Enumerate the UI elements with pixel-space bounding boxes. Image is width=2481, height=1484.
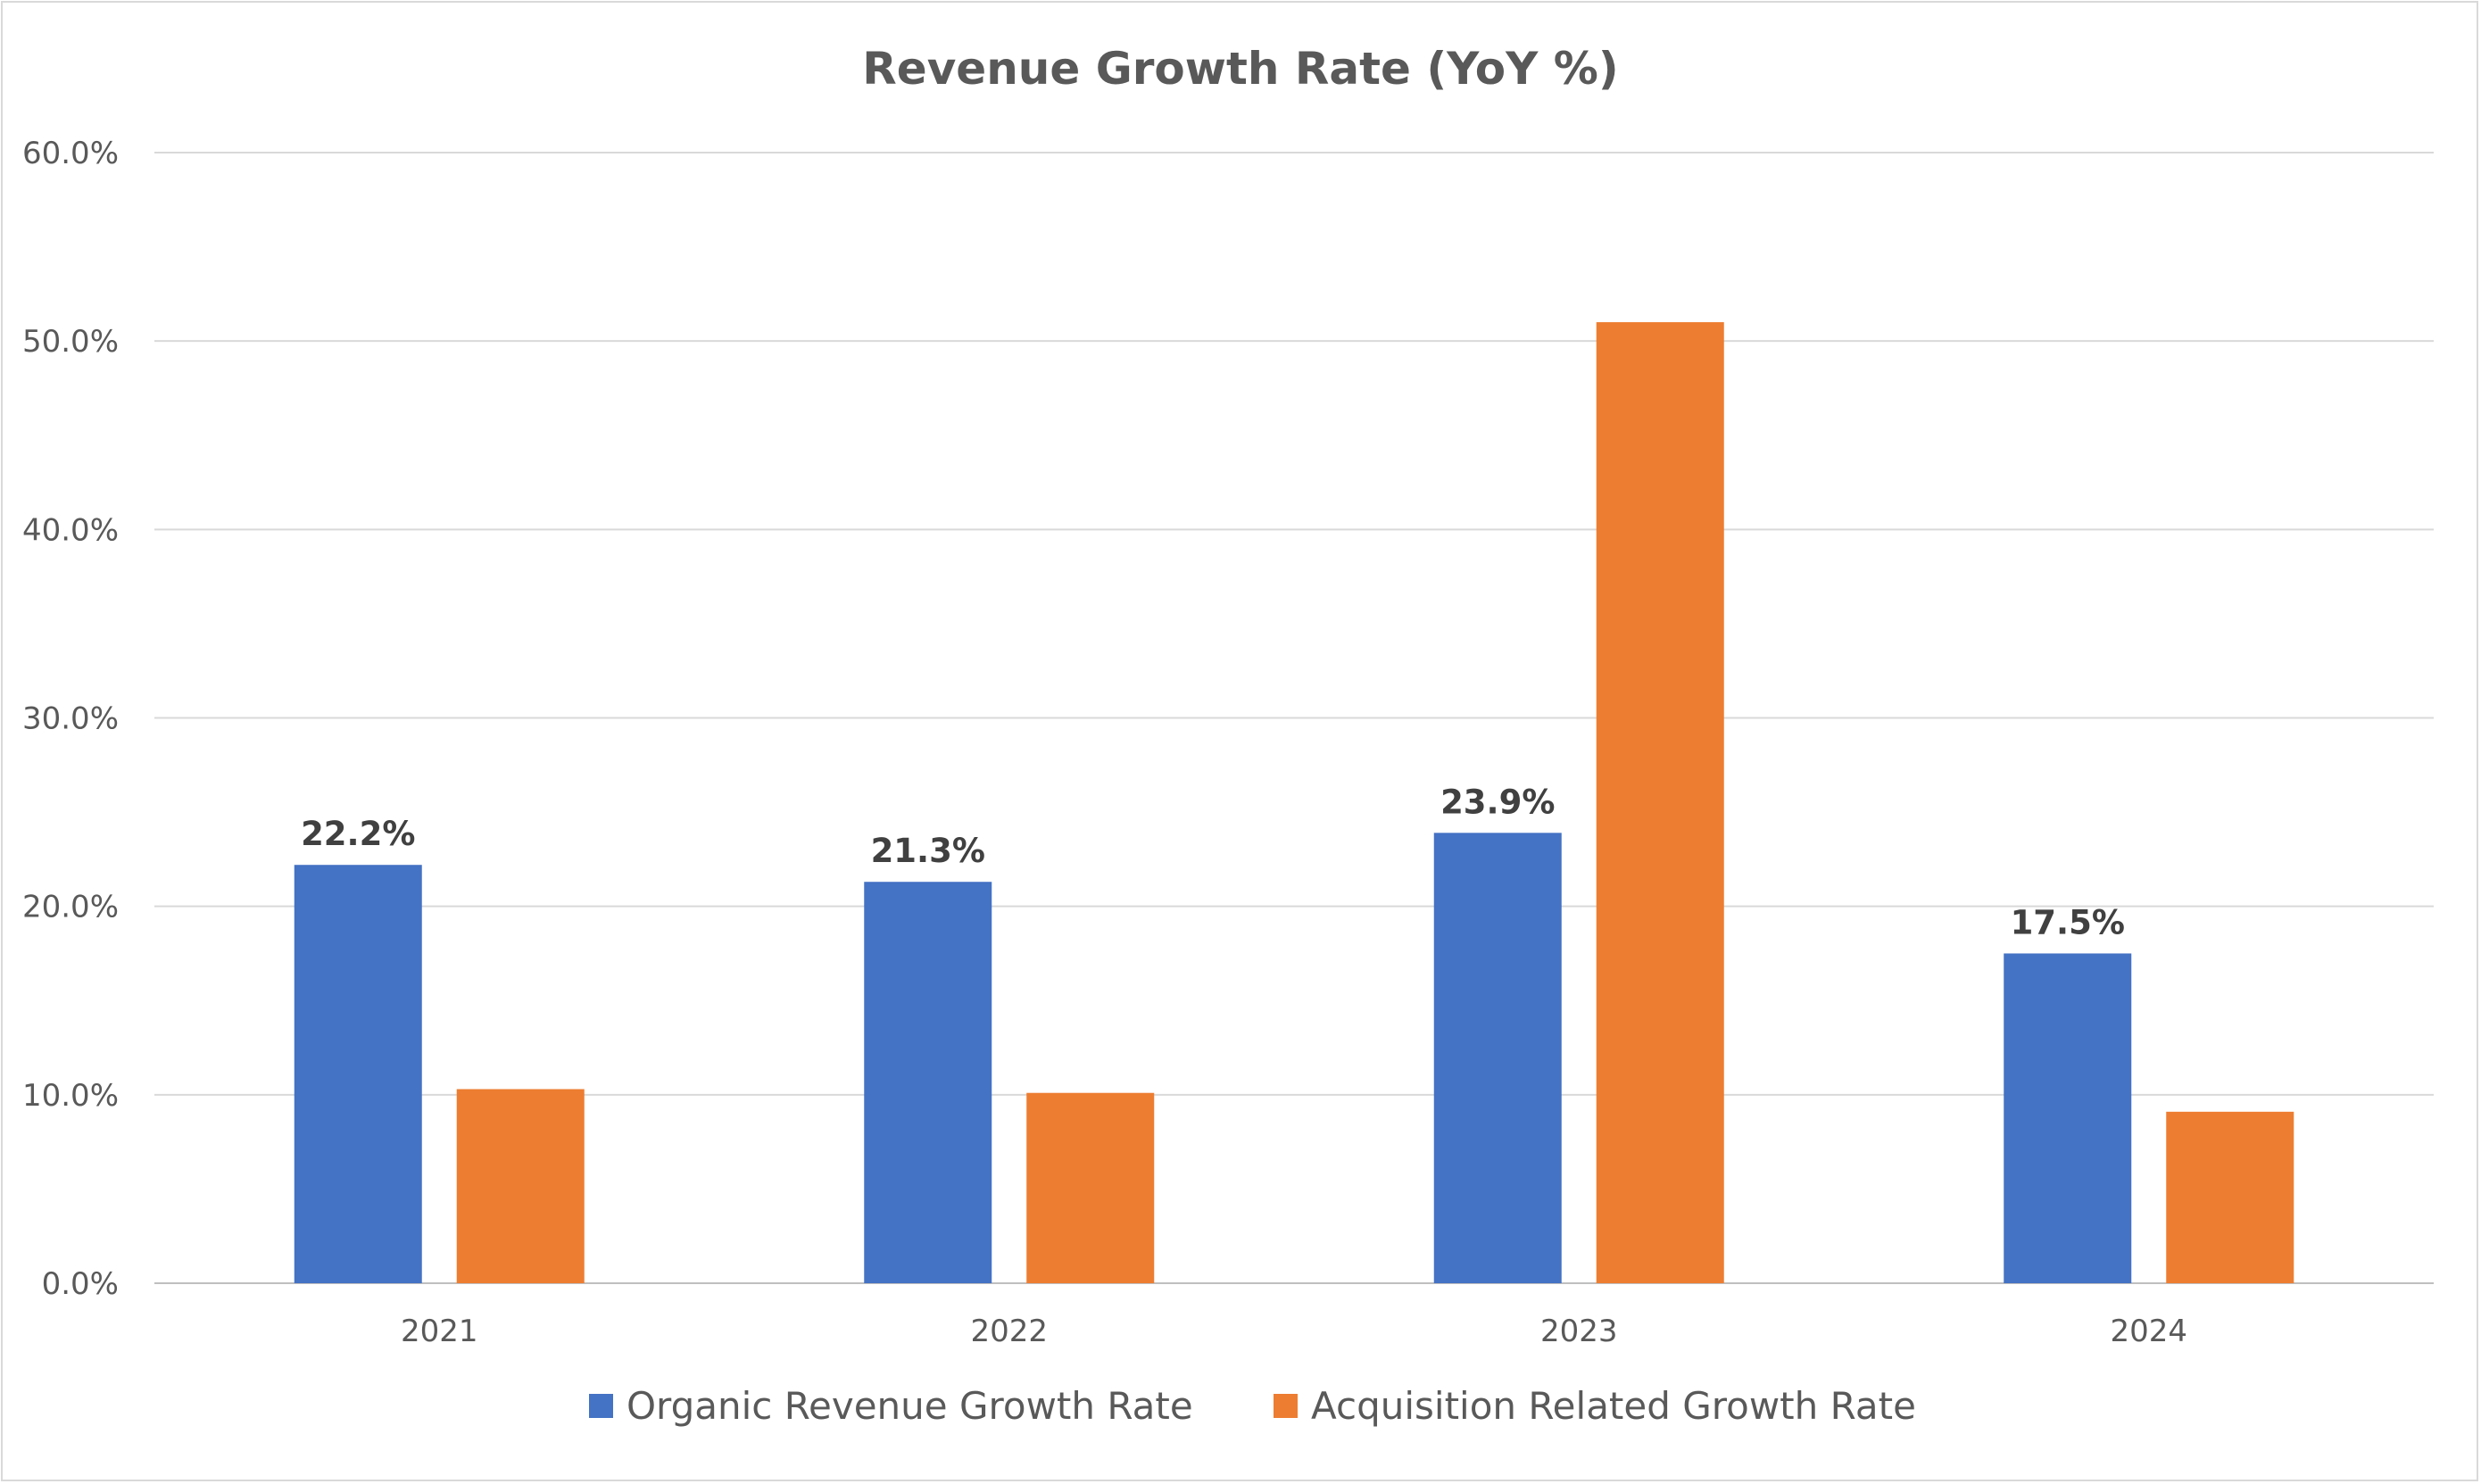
y-tick-label: 10.0%: [22, 1078, 119, 1114]
data-label: 22.2%: [301, 815, 415, 853]
acquisition-growth-bar: [2166, 1111, 2294, 1283]
organic-growth-bar: [294, 865, 422, 1283]
data-labels: 22.2% 21.3% 23.9% 17.5%: [301, 783, 2125, 941]
x-axis: 2021 2022 2023 2024: [401, 1314, 2187, 1349]
legend-swatch-acquisition: [1274, 1394, 1298, 1418]
x-tick-label: 2021: [401, 1314, 478, 1349]
organic-growth-bar: [864, 882, 992, 1283]
organic-growth-bar: [1433, 833, 1562, 1283]
x-tick-label: 2022: [970, 1314, 1048, 1349]
y-tick-label: 0.0%: [42, 1266, 119, 1302]
acquisition-growth-bar: [1596, 322, 1724, 1283]
data-label: 17.5%: [2011, 903, 2125, 941]
data-label: 21.3%: [871, 832, 985, 870]
organic-growth-bar: [2004, 953, 2132, 1283]
x-tick-label: 2023: [1540, 1314, 1618, 1349]
y-tick-label: 40.0%: [22, 512, 119, 548]
y-tick-label: 30.0%: [22, 701, 119, 737]
y-tick-label: 60.0%: [22, 136, 119, 171]
y-tick-label: 20.0%: [22, 890, 119, 925]
legend: Organic Revenue Growth Rate Acquisition R…: [589, 1384, 1916, 1428]
acquisition-growth-bar: [456, 1089, 585, 1283]
data-label: 23.9%: [1440, 783, 1555, 821]
legend-label-organic: Organic Revenue Growth Rate: [626, 1384, 1193, 1428]
legend-swatch-organic: [589, 1394, 613, 1418]
y-axis: 0.0% 10.0% 20.0% 30.0% 40.0% 50.0% 60.0%: [22, 136, 119, 1302]
acquisition-growth-bar: [1026, 1092, 1155, 1283]
legend-label-acquisition: Acquisition Related Growth Rate: [1311, 1384, 1916, 1428]
bars: [294, 322, 2294, 1283]
chart-title: Revenue Growth Rate (YoY %): [862, 43, 1618, 95]
x-tick-label: 2024: [2110, 1314, 2187, 1349]
y-tick-label: 50.0%: [22, 324, 119, 360]
